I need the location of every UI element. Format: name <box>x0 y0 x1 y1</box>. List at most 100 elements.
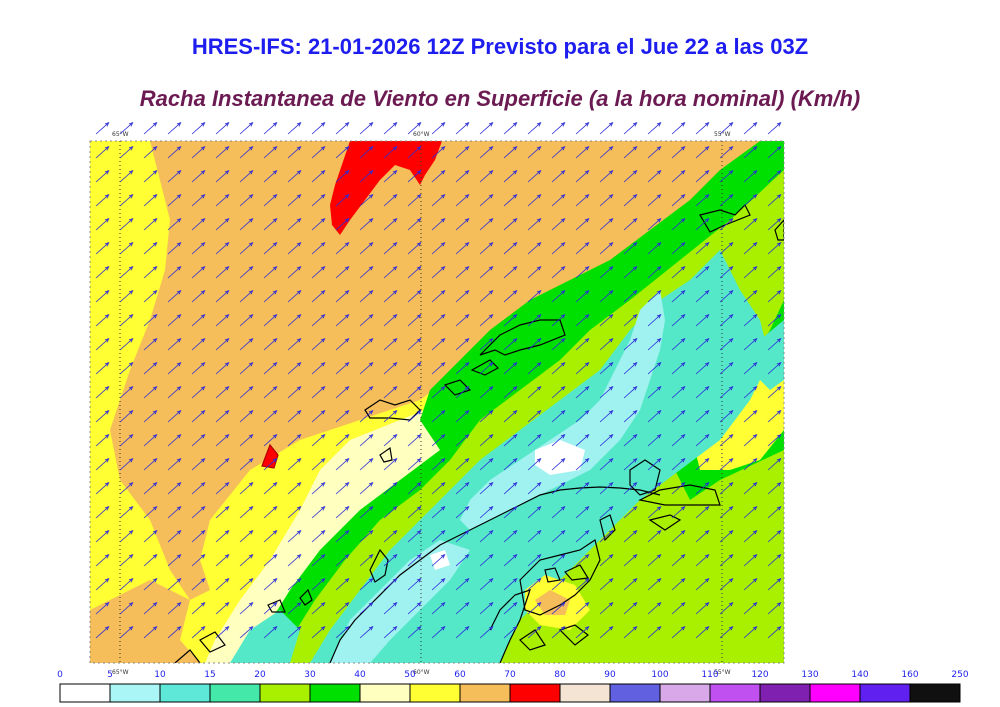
wind-vector-shaft <box>215 626 229 639</box>
wind-vector-head <box>464 218 470 223</box>
wind-vector-shaft <box>719 242 733 255</box>
wind-vector-head <box>248 362 254 367</box>
wind-vector-shaft <box>287 626 301 639</box>
wind-vector-shaft <box>263 242 277 255</box>
wind-vector-shaft <box>575 314 589 327</box>
wind-vector-head <box>608 434 614 439</box>
wind-vector-shaft <box>407 170 421 183</box>
wind-vector-shaft <box>527 458 541 471</box>
wind-vector-head <box>272 194 278 199</box>
wind-vector-head <box>488 434 494 439</box>
wind-vector-head <box>248 338 254 343</box>
wind-vector-shaft <box>167 626 181 639</box>
wind-vector-shaft <box>695 386 709 399</box>
wind-vector-shaft <box>527 170 541 183</box>
wind-vector-shaft <box>431 602 445 615</box>
wind-vector-shaft <box>695 626 709 639</box>
wind-vector-shaft <box>95 194 109 207</box>
wind-vector-head <box>728 314 734 319</box>
wind-vector-shaft <box>383 170 397 183</box>
wind-vector-shaft <box>239 626 253 639</box>
wind-vector-head <box>176 194 182 199</box>
wind-vector-shaft <box>407 290 421 303</box>
wind-vector-shaft <box>503 626 517 639</box>
wind-vector-head <box>392 170 398 175</box>
wind-vector-head <box>200 338 206 343</box>
wind-vector-head <box>224 338 230 343</box>
wind-vector-head <box>320 434 326 439</box>
wind-vector-head <box>200 146 206 151</box>
wind-vector-head <box>488 338 494 343</box>
wind-vector-shaft <box>431 554 445 567</box>
wind-vector-head <box>488 554 494 559</box>
wind-vector-shaft <box>167 578 181 591</box>
wind-vector-shaft <box>599 314 613 327</box>
wind-vector-shaft <box>263 122 277 135</box>
wind-vector-shaft <box>575 338 589 351</box>
wind-vector-head <box>344 554 350 559</box>
wind-vector-shaft <box>551 554 565 567</box>
wind-vector-shaft <box>623 530 637 543</box>
red-region <box>330 141 442 235</box>
wind-vector-shaft <box>287 458 301 471</box>
wind-vector-head <box>584 578 590 583</box>
wind-vector-head <box>368 362 374 367</box>
wind-vector-shaft <box>479 362 493 375</box>
legend-swatch <box>459 683 511 703</box>
wind-vector-head <box>464 554 470 559</box>
wind-vector-shaft <box>623 290 637 303</box>
wind-vector-shaft <box>479 122 493 135</box>
wind-vector-shaft <box>143 362 157 375</box>
wind-vector-shaft <box>767 362 781 375</box>
wind-vector-shaft <box>623 194 637 207</box>
wind-vector-head <box>440 122 446 127</box>
wind-vector-shaft <box>239 434 253 447</box>
wind-vector-shaft <box>623 362 637 375</box>
wind-vector-shaft <box>623 434 637 447</box>
wind-vector-shaft <box>287 482 301 495</box>
wind-vector-shaft <box>647 602 661 615</box>
wind-vector-head <box>176 146 182 151</box>
wind-vector-shaft <box>239 458 253 471</box>
wind-vector-shaft <box>191 578 205 591</box>
wind-vector-shaft <box>575 122 589 135</box>
wind-vector-head <box>440 314 446 319</box>
wind-vector-shaft <box>311 458 325 471</box>
wind-vector-head <box>608 338 614 343</box>
wind-vector-shaft <box>119 362 133 375</box>
wind-vector-head <box>584 146 590 151</box>
wind-vector-head <box>128 242 134 247</box>
wind-vector-shaft <box>623 602 637 615</box>
wind-vector-head <box>584 266 590 271</box>
wind-vector-head <box>776 194 782 199</box>
legend-swatch <box>259 683 311 703</box>
wind-vector-shaft <box>455 506 469 519</box>
wind-vector-shaft <box>551 146 565 159</box>
wind-vector-head <box>632 506 638 511</box>
wind-vector-head <box>752 338 758 343</box>
wind-vector-shaft <box>119 170 133 183</box>
wind-vector-shaft <box>743 146 757 159</box>
wind-vector-shaft <box>479 410 493 423</box>
wind-vector-head <box>416 314 422 319</box>
wind-vector-shaft <box>599 362 613 375</box>
wind-vector-head <box>368 410 374 415</box>
wind-vector-shaft <box>551 338 565 351</box>
wind-vector-head <box>608 578 614 583</box>
wind-vector-head <box>104 410 110 415</box>
wind-vector-shaft <box>335 506 349 519</box>
wind-vector-shaft <box>311 554 325 567</box>
wind-vector-head <box>536 362 542 367</box>
wind-vector-head <box>560 506 566 511</box>
wind-vector-head <box>656 338 662 343</box>
orange-region-north <box>110 141 784 600</box>
wind-vector-shaft <box>215 458 229 471</box>
wind-vector-head <box>608 170 614 175</box>
wind-vector-shaft <box>119 458 133 471</box>
wind-vector-shaft <box>623 338 637 351</box>
wind-vector-head <box>392 434 398 439</box>
wind-vector-head <box>704 458 710 463</box>
wind-vector-head <box>248 194 254 199</box>
wind-vector-shaft <box>599 530 613 543</box>
wind-vector-shaft <box>551 578 565 591</box>
